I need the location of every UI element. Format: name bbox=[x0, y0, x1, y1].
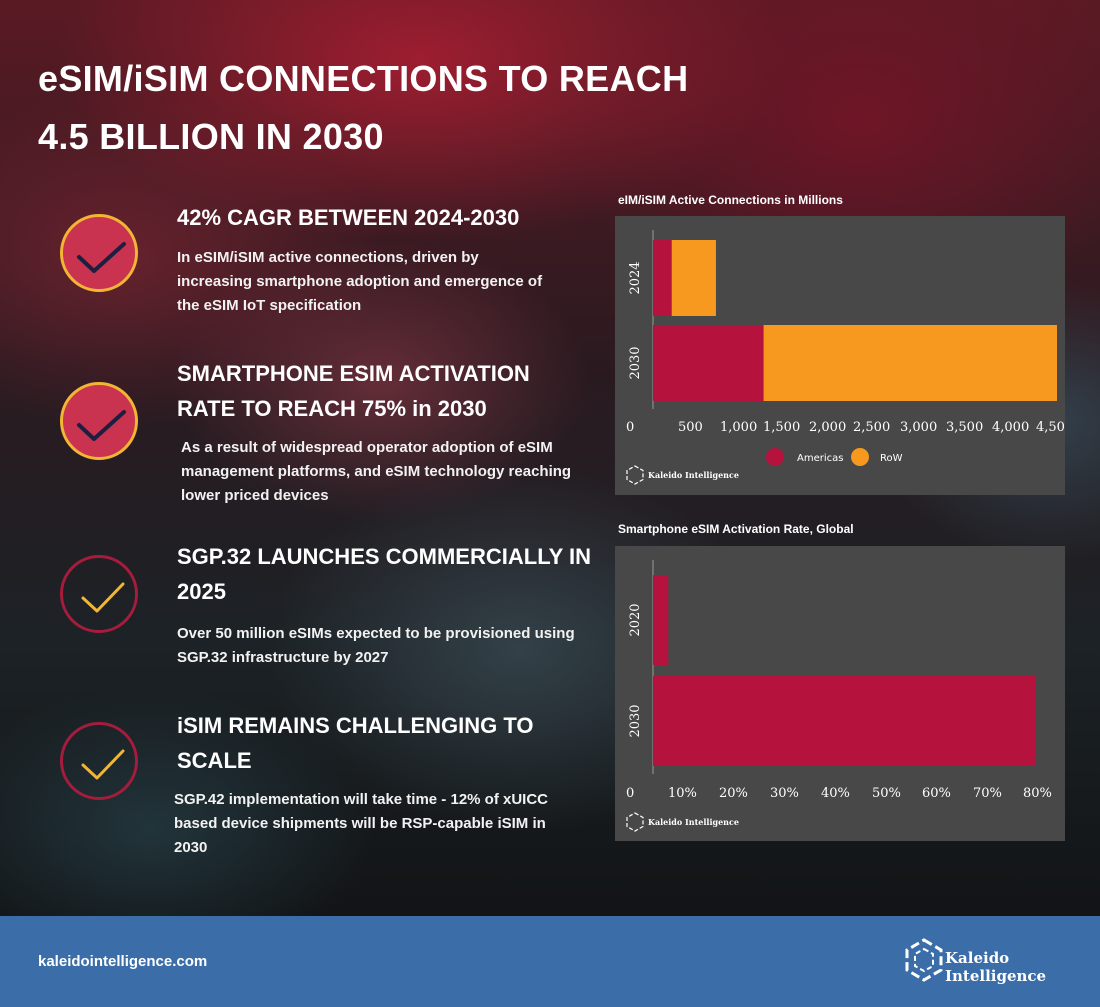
item-heading: SGP.32 LAUNCHES COMMERCIALLY IN 2025 bbox=[177, 539, 637, 609]
item-heading-line: SGP.32 LAUNCHES COMMERCIALLY IN bbox=[177, 544, 592, 569]
item-heading-line: SCALE bbox=[177, 748, 252, 773]
item-heading-line: 2025 bbox=[177, 579, 226, 604]
legend-label-row: RoW bbox=[880, 453, 903, 464]
y-tick-label: 2030 bbox=[628, 704, 643, 737]
x-tick-label: 1,500 bbox=[763, 420, 800, 435]
chart-watermark: Kaleido Intelligence bbox=[626, 465, 739, 485]
item-text-line: lower priced devices bbox=[181, 487, 329, 504]
y-tick-label: 2030 bbox=[628, 346, 643, 379]
item-text-line: Over 50 million eSIMs expected to be pro… bbox=[177, 625, 575, 642]
x-tick-label: 3,500 bbox=[946, 420, 983, 435]
item-text-line: SGP.32 infrastructure by 2027 bbox=[177, 649, 389, 666]
check-circle-filled-icon bbox=[60, 382, 138, 460]
kaleido-logo-icon bbox=[626, 465, 644, 485]
x-tick-label: 20% bbox=[719, 786, 748, 801]
legend-label-americas: Americas bbox=[797, 453, 843, 464]
item-text-line: SGP.42 implementation will take time - 1… bbox=[174, 791, 548, 808]
footer: kaleidointelligence.com Kaleido Intellig… bbox=[0, 916, 1100, 1007]
watermark-text: Kaleido Intelligence bbox=[648, 817, 739, 827]
x-tick-label: 30% bbox=[770, 786, 799, 801]
x-tick-label: 40% bbox=[821, 786, 850, 801]
item-heading: iSIM REMAINS CHALLENGING TO SCALE bbox=[177, 708, 617, 778]
bar-2030 bbox=[653, 676, 1036, 766]
watermark-text: Kaleido Intelligence bbox=[648, 470, 739, 480]
x-tick-label: 10% bbox=[668, 786, 697, 801]
page-title-line-1: eSIM/iSIM CONNECTIONS TO REACH bbox=[38, 58, 689, 99]
chart-watermark: Kaleido Intelligence bbox=[626, 812, 739, 832]
chart-title-activation: Smartphone eSIM Activation Rate, Global bbox=[618, 522, 854, 536]
chart-activation: 2020 2030 0 10% 20% 30% 40% 50% 60% 70% 80% Kaleido… bbox=[615, 546, 1065, 841]
x-tick-label: 2,000 bbox=[809, 420, 846, 435]
item-description: Over 50 million eSIMs expected to be pro… bbox=[177, 622, 617, 670]
item-heading-line: 42% CAGR BETWEEN 2024-2030 bbox=[177, 205, 520, 230]
bar-2030-row bbox=[763, 325, 1057, 401]
x-tick-label: 0 bbox=[626, 786, 634, 801]
chart-activation-svg: 2020 2030 0 10% 20% 30% 40% 50% 60% 70% 80% Kaleido… bbox=[626, 560, 1052, 832]
footer-url-link[interactable]: kaleidointelligence.com bbox=[38, 953, 208, 970]
x-tick-label: 0 bbox=[626, 420, 634, 435]
item-description: As a result of widespread operator adopt… bbox=[181, 436, 601, 508]
chart-title-connections: eIM/iSIM Active Connections in Millions bbox=[618, 193, 843, 207]
item-text-line: the eSIM IoT specification bbox=[177, 297, 362, 314]
item-text-line: increasing smartphone adoption and emerg… bbox=[177, 273, 543, 290]
item-description: In eSIM/iSIM active connections, driven … bbox=[177, 246, 597, 318]
legend-swatch-americas bbox=[766, 448, 784, 466]
check-circle-outline-icon bbox=[60, 555, 138, 633]
page-title: eSIM/iSIM CONNECTIONS TO REACH 4.5 BILLI… bbox=[38, 50, 758, 166]
item-text-line: management platforms, and eSIM technolog… bbox=[181, 463, 572, 480]
x-tick-label: 70% bbox=[973, 786, 1002, 801]
footer-brand-name: Kaleido Intelligence bbox=[945, 949, 1047, 985]
x-tick-label: 50% bbox=[872, 786, 901, 801]
page-title-line-2: 4.5 BILLION IN 2030 bbox=[38, 116, 384, 157]
kaleido-logo-icon bbox=[905, 938, 943, 982]
x-tick-label: 2,500 bbox=[853, 420, 890, 435]
bar-2020 bbox=[653, 575, 669, 665]
legend-swatch-row bbox=[851, 448, 869, 466]
y-tick-label: 2024 bbox=[628, 261, 643, 294]
item-text-line: 2030 bbox=[174, 839, 208, 856]
item-heading-line: SMARTPHONE ESIM ACTIVATION bbox=[177, 361, 530, 386]
x-tick-label: 80% bbox=[1023, 786, 1052, 801]
bar-2024-row bbox=[671, 240, 716, 316]
item-text-line: based device shipments will be RSP-capab… bbox=[174, 815, 546, 832]
item-text-line: In eSIM/iSIM active connections, driven … bbox=[177, 249, 479, 266]
item-heading: SMARTPHONE ESIM ACTIVATION RATE TO REACH… bbox=[177, 356, 617, 426]
x-tick-label: 1,000 bbox=[720, 420, 757, 435]
item-heading: 42% CAGR BETWEEN 2024-2030 bbox=[177, 200, 637, 235]
check-circle-outline-icon bbox=[60, 722, 138, 800]
y-tick-label: 2020 bbox=[628, 603, 643, 636]
bar-2030-americas bbox=[653, 325, 764, 401]
x-tick-label: 3,000 bbox=[900, 420, 937, 435]
x-tick-label: 500 bbox=[678, 420, 703, 435]
kaleido-logo-icon bbox=[626, 812, 644, 832]
x-tick-label: 4,500 bbox=[1036, 420, 1065, 435]
x-tick-label: 4,000 bbox=[992, 420, 1029, 435]
item-heading-line: RATE TO REACH 75% in 2030 bbox=[177, 396, 487, 421]
bar-2024-americas bbox=[653, 240, 672, 316]
check-circle-filled-icon bbox=[60, 214, 138, 292]
x-tick-label: 60% bbox=[922, 786, 951, 801]
chart-connections: 2024 2030 0 500 1,000 1,500 2,000 2,500 3,000 3,5… bbox=[615, 216, 1073, 495]
item-heading-line: iSIM REMAINS CHALLENGING TO bbox=[177, 713, 534, 738]
item-description: SGP.42 implementation will take time - 1… bbox=[174, 788, 594, 860]
item-text-line: As a result of widespread operator adopt… bbox=[181, 439, 553, 456]
chart-connections-svg: 2024 2030 0 500 1,000 1,500 2,000 2,500 3,000 3,5… bbox=[626, 230, 1073, 485]
